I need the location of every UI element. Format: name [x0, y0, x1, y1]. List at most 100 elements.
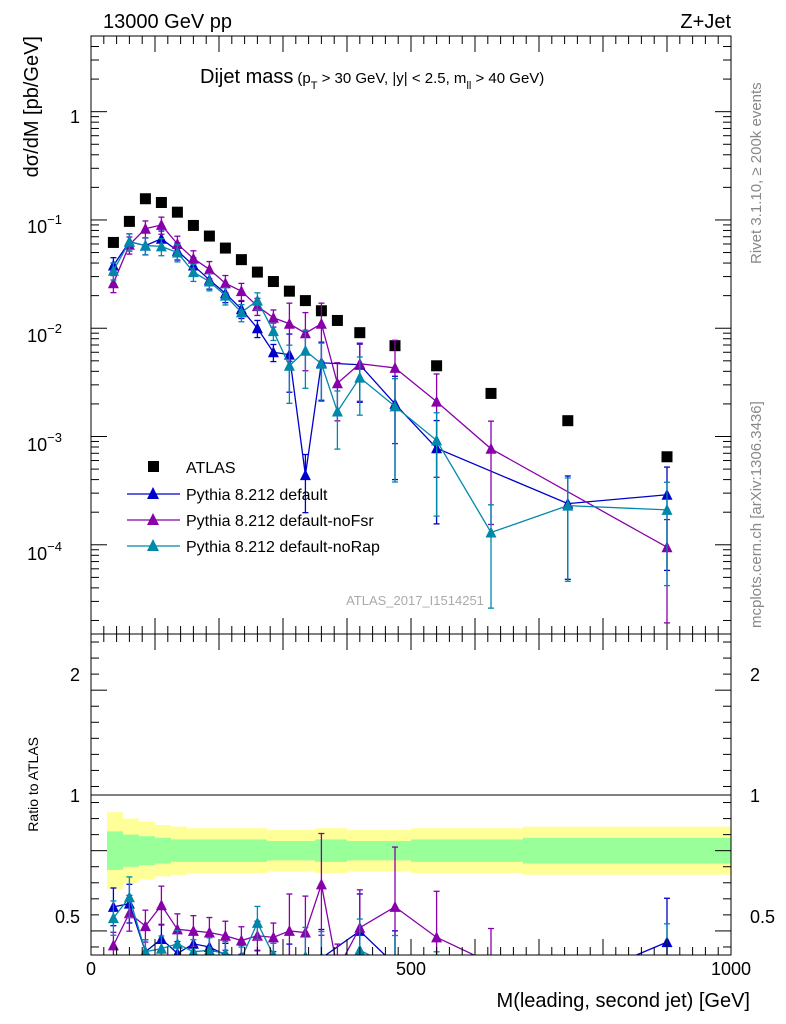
band-inner-bin [171, 839, 187, 862]
band-inner-bin [203, 839, 219, 862]
ratio-point-norap [332, 983, 343, 994]
point-norap [354, 371, 366, 383]
point-nofsr [431, 395, 443, 407]
ratio-point-norap [240, 952, 243, 955]
ratio-point-norap [140, 945, 151, 955]
point-norap [251, 294, 263, 306]
y-tick-label-0.01: 10−2 [27, 321, 62, 346]
legend-marker-atlas [148, 461, 159, 472]
ratio-point-norap [221, 947, 230, 955]
ratio-point-norap [284, 973, 295, 984]
ratio-point-norap [562, 979, 573, 990]
point-norap [431, 434, 443, 446]
band-inner-bin [347, 841, 379, 861]
point-nofsr [107, 277, 119, 289]
ratio-point-default [431, 978, 442, 989]
y-tick-label-1: 1 [70, 107, 80, 127]
legend-label-atlas: ATLAS [186, 460, 236, 477]
ratio-y-tick-label-0.5: 0.5 [55, 907, 80, 927]
band-inner-bin [315, 839, 331, 862]
band-inner-bin [411, 839, 459, 862]
atlas-point [123, 215, 135, 227]
ratio-right-tick-label-1: 1 [750, 786, 760, 806]
band-inner-bin [299, 841, 315, 861]
legend-marker-nofsr [147, 513, 159, 525]
ratio-point-norap [431, 973, 442, 984]
point-norap [562, 499, 574, 511]
point-norap [315, 357, 327, 369]
atlas-point [562, 415, 574, 427]
band-inner-bin [123, 834, 139, 867]
series-atlas [107, 193, 673, 463]
ratio-y-tick-label-1: 1 [70, 786, 80, 806]
x-axis-label: M(leading, second jet) [GeV] [497, 990, 750, 1012]
atlas-point [661, 451, 673, 463]
atlas-point [485, 387, 497, 399]
atlas-point [155, 196, 167, 208]
point-default [267, 346, 279, 358]
ratio-point-nofsr [187, 924, 199, 936]
band-inner-bin [235, 839, 251, 862]
point-nofsr [485, 442, 497, 454]
rivet-version-label: Rivet 3.1.10, ≥ 200k events [748, 82, 765, 264]
ratio-point-nofsr [171, 923, 183, 935]
x-tick-label-1000: 1000 [711, 959, 751, 979]
series-nofsr [107, 216, 673, 624]
legend-label-default: Pythia 8.212 default [186, 487, 328, 504]
ratio-point-nofsr [283, 924, 295, 936]
point-norap [155, 240, 167, 252]
ratio-point-nofsr [219, 929, 231, 941]
ratio-point-nofsr [431, 931, 443, 943]
atlas-point [219, 242, 231, 254]
series-norap [107, 233, 673, 609]
atlas-point [203, 230, 215, 242]
atlas-point [267, 276, 279, 288]
header-right-label: Z+Jet [680, 11, 731, 33]
main-axis-ticks [90, 35, 732, 634]
ratio-line-default [113, 902, 668, 955]
atlas-point [139, 193, 151, 205]
point-norap [235, 306, 247, 318]
point-norap [171, 246, 183, 258]
ratio-point-default [562, 978, 573, 989]
ratio-point-nofsr [203, 926, 215, 938]
ratio-point-nofsr [315, 878, 327, 890]
main-y-axis-label: dσ/dM [pb/GeV] [21, 36, 43, 177]
legend-label-nofsr: Pythia 8.212 default-noFsr [186, 513, 374, 530]
ratio-point-default [300, 973, 311, 984]
ratio-right-tick-label-0.5: 0.5 [750, 907, 775, 927]
ratio-point-nofsr [235, 934, 247, 946]
y-tick-label-0.1: 10−1 [27, 212, 62, 237]
legend-marker-norap [147, 539, 159, 551]
point-norap [187, 266, 199, 278]
ratio-point-norap [155, 942, 167, 954]
point-norap [283, 359, 295, 371]
atlas-point [187, 219, 199, 231]
point-norap [331, 405, 343, 417]
ratio-y-axis-label: Ratio to ATLAS [25, 737, 41, 832]
main-series-layer [107, 193, 673, 624]
point-nofsr [267, 311, 279, 323]
point-nofsr [235, 285, 247, 297]
point-norap [219, 289, 231, 301]
point-nofsr [331, 377, 343, 389]
ratio-point-norap [270, 949, 277, 955]
ratio-point-nofsr [332, 963, 343, 974]
ratio-point-norap [107, 912, 119, 924]
ratio-point-default [284, 963, 295, 974]
point-norap [267, 325, 279, 337]
point-norap [485, 526, 497, 538]
atlas-point [283, 285, 295, 297]
analysis-watermark: ATLAS_2017_I1514251 [346, 593, 484, 608]
legend-marker-default [147, 487, 159, 499]
band-inner-bin [107, 831, 123, 870]
legend: ATLAS Pythia 8.212 default Pythia 8.212 … [127, 460, 380, 556]
point-default [251, 322, 263, 334]
point-nofsr [187, 252, 199, 264]
atlas-point [354, 327, 366, 339]
point-nofsr [155, 218, 167, 230]
ratio-point-norap [303, 950, 308, 955]
ratio-point-norap [171, 937, 183, 949]
ratio-panel-frame [90, 633, 732, 956]
ratio-point-nofsr [389, 900, 401, 912]
